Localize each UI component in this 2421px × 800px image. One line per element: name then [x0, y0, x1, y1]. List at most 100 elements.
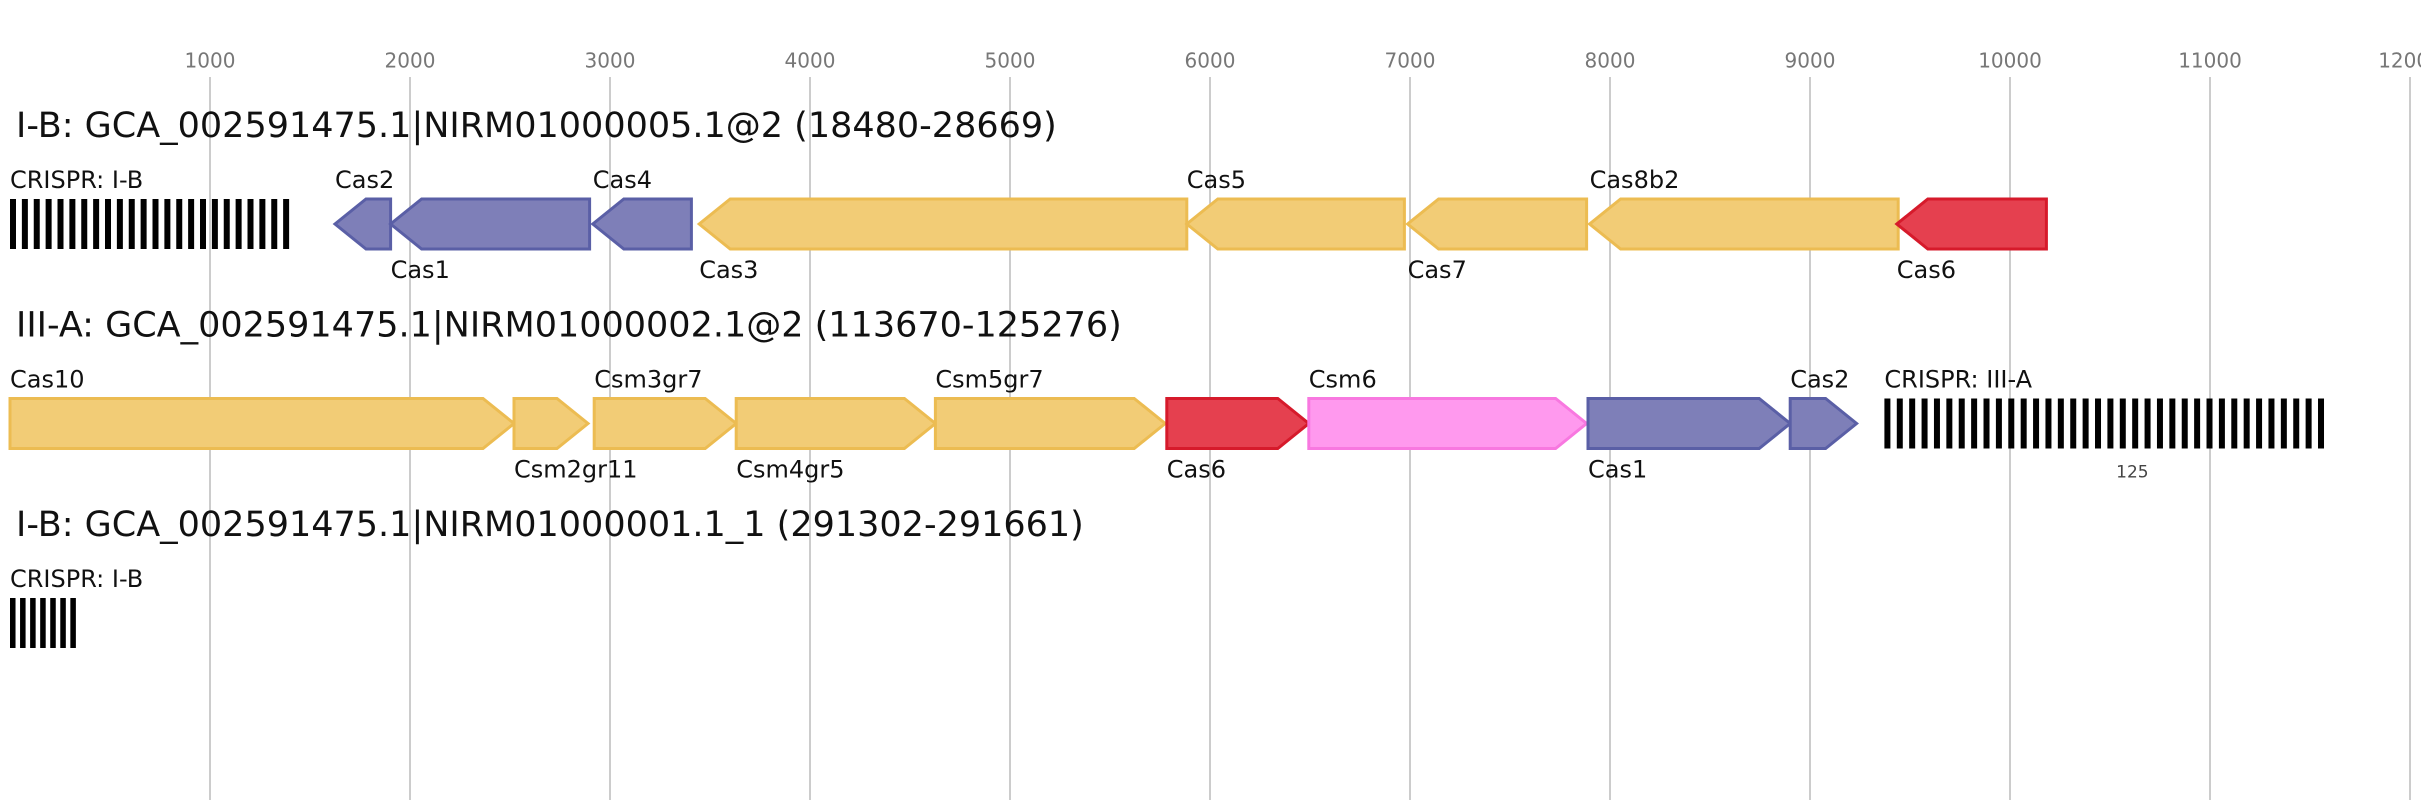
crispr-repeat — [164, 199, 171, 249]
crispr-repeat — [2095, 398, 2102, 449]
crispr-array — [10, 199, 290, 249]
x-tick-label: 5000 — [985, 49, 1036, 73]
crispr-repeat — [33, 199, 40, 249]
x-tick-label: 10000 — [1978, 49, 2042, 73]
gene-arrow — [1405, 197, 1589, 251]
gene-arrow — [696, 197, 1189, 251]
crispr-array — [10, 598, 76, 648]
crispr-repeat — [283, 199, 290, 249]
crispr-repeat — [1958, 398, 1965, 449]
crispr-repeat — [211, 199, 218, 249]
crispr-repeat — [2119, 398, 2126, 449]
track-title: I-B: GCA_002591475.1|NIRM01000001.1_1 (2… — [16, 505, 1084, 545]
crispr-repeat — [69, 199, 76, 249]
crispr-repeat — [200, 199, 206, 249]
gene-arrow — [590, 197, 693, 251]
crispr-repeat — [2132, 398, 2139, 449]
gene-arrow — [933, 397, 1168, 450]
crispr-repeat — [2268, 398, 2275, 449]
feature-label: CRISPR: I-B — [10, 565, 143, 593]
crispr-repeat — [2144, 398, 2151, 449]
crispr-repeat — [2194, 398, 2201, 449]
crispr-repeat — [57, 199, 64, 249]
feature-label: Csm6 — [1309, 366, 1377, 394]
gene-arrow — [734, 397, 938, 450]
crispr-repeat — [2280, 398, 2287, 449]
crispr-repeat — [116, 199, 123, 249]
crispr-repeat — [50, 598, 56, 648]
crispr-repeat — [128, 199, 135, 249]
x-tick-label: 11000 — [2178, 49, 2242, 73]
crispr-repeat — [1995, 398, 2002, 449]
crispr-repeat — [2293, 398, 2300, 449]
crispr-array — [1884, 398, 2325, 449]
x-tick-label: 9000 — [1785, 49, 1836, 73]
crispr-repeat — [2206, 398, 2213, 449]
feature-label: Cas1 — [391, 256, 450, 284]
feature-label: Cas1 — [1588, 456, 1647, 484]
crispr-repeat — [1921, 398, 1928, 449]
crispr-repeat — [2305, 398, 2312, 449]
feature-label: Cas6 — [1167, 456, 1226, 484]
crispr-repeat — [1983, 398, 1990, 449]
crispr-repeat — [2169, 398, 2176, 449]
crispr-repeat — [1971, 398, 1978, 449]
gene-arrow — [1307, 397, 1589, 450]
crispr-repeat — [93, 199, 100, 249]
gene-arrow — [512, 397, 591, 450]
crispr-repeat — [188, 199, 195, 249]
crispr-repeat — [2256, 398, 2263, 449]
crispr-repeat — [2231, 398, 2238, 449]
crispr-repeat — [2008, 398, 2015, 449]
crispr-repeat — [176, 199, 183, 249]
crispr-repeat — [60, 598, 66, 648]
crispr-annotation: 125 — [2116, 463, 2148, 483]
feature-label: CRISPR: III-A — [1884, 366, 2032, 394]
gene-arrow — [1587, 197, 1900, 251]
feature-label: Cas3 — [699, 256, 758, 284]
crispr-repeat — [20, 598, 26, 648]
feature-label: Cas6 — [1897, 256, 1956, 284]
crispr-repeat — [10, 598, 16, 648]
crispr-repeat — [105, 199, 111, 249]
crispr-repeat — [45, 199, 52, 249]
crispr-repeat — [81, 199, 88, 249]
crispr-repeat — [1909, 398, 1916, 449]
gene-arrow — [8, 397, 517, 450]
crispr-repeat — [140, 199, 147, 249]
crispr-repeat — [70, 598, 76, 648]
crispr-repeat — [1946, 398, 1953, 449]
crispr-repeat — [259, 199, 266, 249]
crispr-repeat — [2156, 398, 2163, 449]
crispr-repeat — [2020, 398, 2027, 449]
crispr-repeat — [2082, 398, 2089, 449]
crispr-repeat — [40, 598, 46, 648]
crispr-repeat — [2318, 398, 2325, 449]
crispr-repeat — [1933, 398, 1940, 449]
x-tick-label: 4000 — [785, 49, 836, 73]
gene-arrow — [388, 197, 592, 251]
crispr-repeat — [271, 199, 278, 249]
gene-arrow — [592, 397, 739, 450]
x-tick-label: 7000 — [1385, 49, 1436, 73]
track-title: III-A: GCA_002591475.1|NIRM01000002.1@2 … — [16, 306, 1122, 346]
x-tick-label: 3000 — [585, 49, 636, 73]
feature-label: Csm5gr7 — [935, 366, 1043, 394]
gene-arrow — [1184, 197, 1406, 251]
x-tick-label: 8000 — [1585, 49, 1636, 73]
feature-label: Csm3gr7 — [594, 366, 702, 394]
crispr-repeat — [247, 199, 254, 249]
feature-label: Cas4 — [593, 166, 652, 194]
x-tick-label: 12000 — [2378, 49, 2421, 73]
feature-label: Cas7 — [1408, 256, 1467, 284]
crispr-repeat — [152, 199, 159, 249]
crispr-repeat — [1896, 398, 1903, 449]
feature-label: Csm4gr5 — [736, 456, 844, 484]
feature-label: Cas2 — [1790, 366, 1849, 394]
crispr-repeat — [223, 199, 230, 249]
x-tick-label: 1000 — [185, 49, 236, 73]
crispr-repeat — [2218, 398, 2225, 449]
gene-arrow — [1586, 397, 1793, 450]
crispr-repeat — [2181, 398, 2188, 449]
